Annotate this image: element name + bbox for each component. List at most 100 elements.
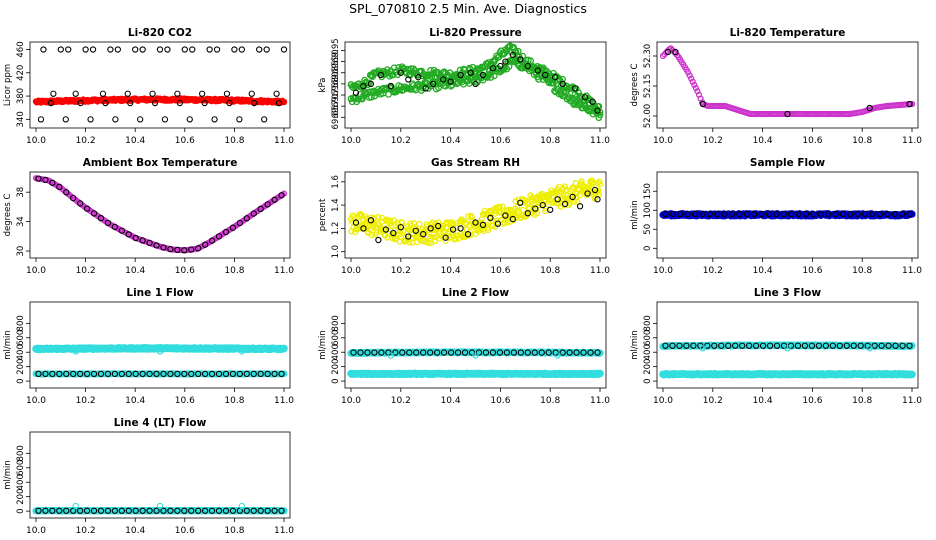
- data-point: [189, 46, 196, 53]
- data-point: [487, 214, 494, 222]
- series-pressure-2-5-min-avg: [352, 51, 601, 114]
- data-point: [736, 210, 743, 218]
- data-point: [514, 203, 521, 210]
- data-point: [406, 349, 413, 356]
- x-tick-label: 10.4: [753, 396, 773, 406]
- figure-title: SPL_070810 2.5 Min. Ave. Diagnostics: [349, 1, 587, 16]
- x-tick-label: 10.8: [540, 266, 560, 276]
- data-point: [751, 210, 758, 218]
- data-point: [850, 342, 857, 349]
- data-point: [231, 46, 238, 53]
- plot-area: [659, 45, 916, 118]
- chart-co2: Li-820 CO2 10.0 10.2 10.4 10.6 10.8 11.0 340 380…: [3, 27, 294, 146]
- data-point: [256, 46, 263, 53]
- data-point: [447, 349, 455, 356]
- data-point: [422, 85, 429, 92]
- y-tick-label: 200: [16, 489, 26, 505]
- data-point: [118, 507, 125, 514]
- x-tick-label: 10.2: [76, 396, 96, 406]
- series-licor-co2-raw-: [32, 95, 288, 106]
- x-tick-label: 10.0: [653, 396, 673, 406]
- x-tick-label: 10.4: [753, 266, 773, 276]
- data-point: [479, 221, 487, 229]
- data-point: [139, 237, 146, 244]
- y-tick-label: 38: [16, 187, 26, 198]
- y-tick-label: 34: [16, 216, 26, 227]
- chart-rh: Gas Stream RH 10.0 10.2 10.4 10.6 10.8 11.0 1.0…: [318, 157, 610, 276]
- data-point: [383, 66, 391, 74]
- data-point: [752, 342, 760, 349]
- data-point: [412, 227, 419, 234]
- data-point: [125, 231, 132, 238]
- data-point: [63, 189, 70, 196]
- series-line-4-2-5-min-avg: [35, 507, 285, 514]
- data-point: [156, 348, 164, 355]
- data-point: [72, 90, 79, 97]
- series-ambient-box-temperature: [32, 175, 288, 254]
- data-point: [63, 370, 70, 378]
- x-tick-label: 10.0: [341, 266, 361, 276]
- data-point: [547, 199, 554, 206]
- x-tick-label: 10.0: [26, 266, 46, 276]
- data-point: [580, 349, 587, 356]
- y-tick-label: 100: [643, 202, 653, 218]
- data-point: [371, 349, 378, 356]
- data-point: [271, 370, 278, 378]
- data-point: [758, 210, 765, 218]
- data-point: [399, 349, 406, 356]
- data-point: [364, 349, 371, 356]
- data-point: [90, 370, 98, 378]
- data-point: [188, 370, 195, 378]
- data-point: [534, 67, 541, 74]
- data-point: [692, 84, 699, 92]
- data-point: [49, 507, 56, 514]
- series-pressure-band-b: [347, 55, 604, 122]
- plot-area: [347, 42, 604, 122]
- data-point: [160, 244, 167, 251]
- plot-area: [659, 210, 916, 220]
- data-point: [832, 210, 839, 218]
- x-tick-label: 10.2: [76, 266, 96, 276]
- data-point: [132, 370, 139, 378]
- data-point: [420, 231, 427, 238]
- plot-area: [32, 46, 288, 123]
- data-point: [569, 193, 576, 201]
- data-point: [496, 349, 504, 356]
- y-tick-label: 0: [16, 508, 26, 513]
- data-point: [215, 370, 223, 378]
- data-point: [167, 507, 174, 514]
- data-point: [435, 219, 442, 226]
- data-point: [794, 342, 802, 349]
- data-point: [238, 46, 245, 53]
- x-tick-label: 10.6: [175, 526, 195, 536]
- data-point: [815, 342, 823, 349]
- data-point: [156, 46, 164, 53]
- data-point: [576, 192, 583, 199]
- x-tick-label: 11.0: [274, 526, 294, 536]
- data-point: [273, 90, 280, 97]
- data-point: [72, 502, 79, 510]
- y-axis-label: degrees C: [3, 194, 13, 237]
- data-point: [118, 370, 125, 378]
- data-point: [547, 206, 554, 213]
- chart-ambient_temp: Ambient Box Temperature 10.0 10.2 10.4 10.6 1…: [3, 157, 294, 276]
- data-point: [704, 342, 711, 349]
- y-tick-label: 50: [643, 224, 653, 235]
- x-tick-label: 10.2: [391, 396, 411, 406]
- x-tick-label: 10.0: [341, 136, 361, 146]
- data-point: [56, 183, 63, 191]
- data-point: [99, 90, 107, 97]
- x-tick-label: 10.2: [76, 526, 96, 536]
- data-point: [499, 203, 506, 210]
- data-point: [489, 349, 497, 356]
- data-point: [732, 342, 739, 349]
- data-point: [90, 210, 98, 217]
- data-point: [415, 74, 422, 81]
- data-point: [765, 210, 773, 218]
- data-point: [153, 242, 160, 249]
- plot-frame: [29, 301, 291, 389]
- data-point: [596, 181, 604, 188]
- data-point: [248, 90, 255, 97]
- data-point: [201, 370, 209, 378]
